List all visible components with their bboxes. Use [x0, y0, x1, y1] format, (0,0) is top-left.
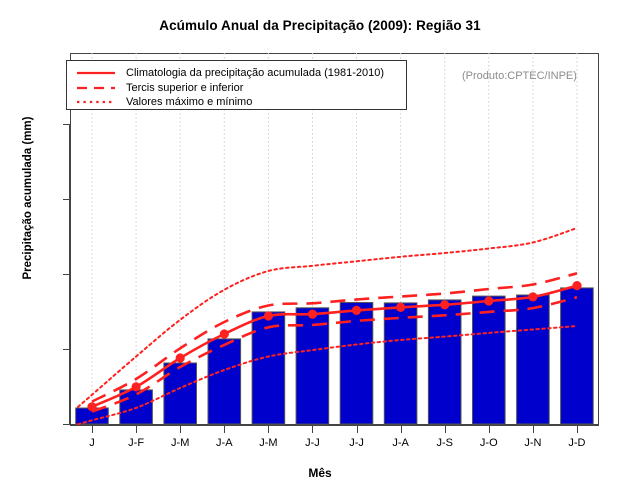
chart-legend: Climatologia da precipitação acumulada (…	[66, 60, 407, 110]
x-tick-label: J-D	[568, 437, 586, 449]
y-axis-label: Precipitação acumulada (mm)	[22, 116, 34, 280]
bar[interactable]	[383, 302, 418, 425]
bars-group	[75, 287, 594, 425]
legend-item-tercis: Tercis superior e inferior	[75, 81, 398, 96]
data-point-marker[interactable]	[396, 302, 406, 312]
series-line-tercil-superior	[91, 272, 578, 403]
x-tick-mark	[268, 426, 270, 433]
x-tick-mark	[180, 426, 182, 433]
bar[interactable]	[207, 338, 242, 425]
x-tick-label: J-J	[349, 437, 364, 449]
legend-label: Tercis superior e inferior	[126, 81, 244, 94]
x-tick-mark	[356, 426, 358, 433]
legend-item-valores: Valores máximo e mínimo	[75, 95, 398, 110]
legend-key-dashed-line-icon	[77, 86, 115, 89]
credit-text: (Produto:CPTEC/INPE)	[462, 70, 577, 82]
bar[interactable]	[560, 287, 594, 425]
y-tick-mark	[63, 349, 70, 350]
data-point-marker[interactable]	[263, 311, 273, 321]
x-tick-label: J-S	[436, 437, 453, 449]
x-tick-mark	[532, 426, 534, 433]
series-line-tercil-inferior	[91, 296, 578, 413]
x-tick-label: J-M	[171, 437, 190, 449]
data-point-marker[interactable]	[87, 402, 97, 412]
page-title: Acúmulo Anual da Precipitação (2009): Re…	[159, 18, 481, 33]
series-line-max	[77, 227, 578, 408]
x-tick-label: J-O	[479, 437, 498, 449]
data-point-marker[interactable]	[351, 305, 362, 315]
bar[interactable]	[427, 299, 462, 425]
data-point-marker[interactable]	[175, 353, 185, 363]
data-point-marker[interactable]	[307, 309, 318, 319]
x-tick-mark	[444, 426, 446, 433]
legend-key-solid-line-icon	[77, 72, 115, 75]
y-tick-mark	[63, 424, 70, 425]
data-point-marker[interactable]	[131, 382, 141, 392]
legend-label: Climatologia da precipitação acumulada (…	[126, 67, 385, 80]
data-point-marker[interactable]	[572, 281, 582, 291]
x-tick-label: J-A	[216, 437, 233, 449]
x-tick-label: J-N	[524, 437, 542, 449]
x-tick-mark	[224, 426, 226, 433]
x-tick-mark	[488, 426, 490, 433]
bar[interactable]	[295, 307, 330, 425]
bar[interactable]	[251, 311, 286, 425]
x-axis-line	[70, 425, 599, 426]
data-point-marker[interactable]	[440, 300, 450, 310]
legend-key-dotted-line-icon	[77, 101, 115, 104]
x-tick-mark	[576, 426, 578, 433]
x-tick-mark	[400, 426, 402, 433]
x-tick-label: J	[89, 437, 95, 449]
x-tick-label: J-J	[305, 437, 320, 449]
data-point-marker[interactable]	[219, 329, 229, 339]
x-tick-mark	[136, 426, 138, 433]
x-tick-label: J-M	[259, 437, 278, 449]
bar[interactable]	[516, 294, 550, 425]
x-tick-mark	[92, 426, 94, 433]
bar[interactable]	[472, 295, 506, 425]
y-tick-mark	[63, 274, 70, 275]
chart-canvas	[75, 53, 594, 425]
legend-label: Valores máximo e mínimo	[126, 96, 253, 109]
x-tick-mark	[312, 426, 314, 433]
y-tick-mark	[63, 124, 70, 125]
series-line-min	[77, 325, 578, 425]
y-tick-mark	[63, 199, 70, 200]
x-tick-label: J-F	[128, 437, 145, 449]
plot-area	[70, 53, 599, 425]
climatologia-markers	[87, 281, 582, 412]
data-point-marker[interactable]	[528, 292, 538, 302]
legend-item-climatologia: Climatologia da precipitação acumulada (…	[75, 66, 398, 81]
data-point-marker[interactable]	[484, 296, 494, 306]
x-tick-label: J-A	[392, 437, 409, 449]
x-axis-label: Mês	[308, 466, 332, 480]
